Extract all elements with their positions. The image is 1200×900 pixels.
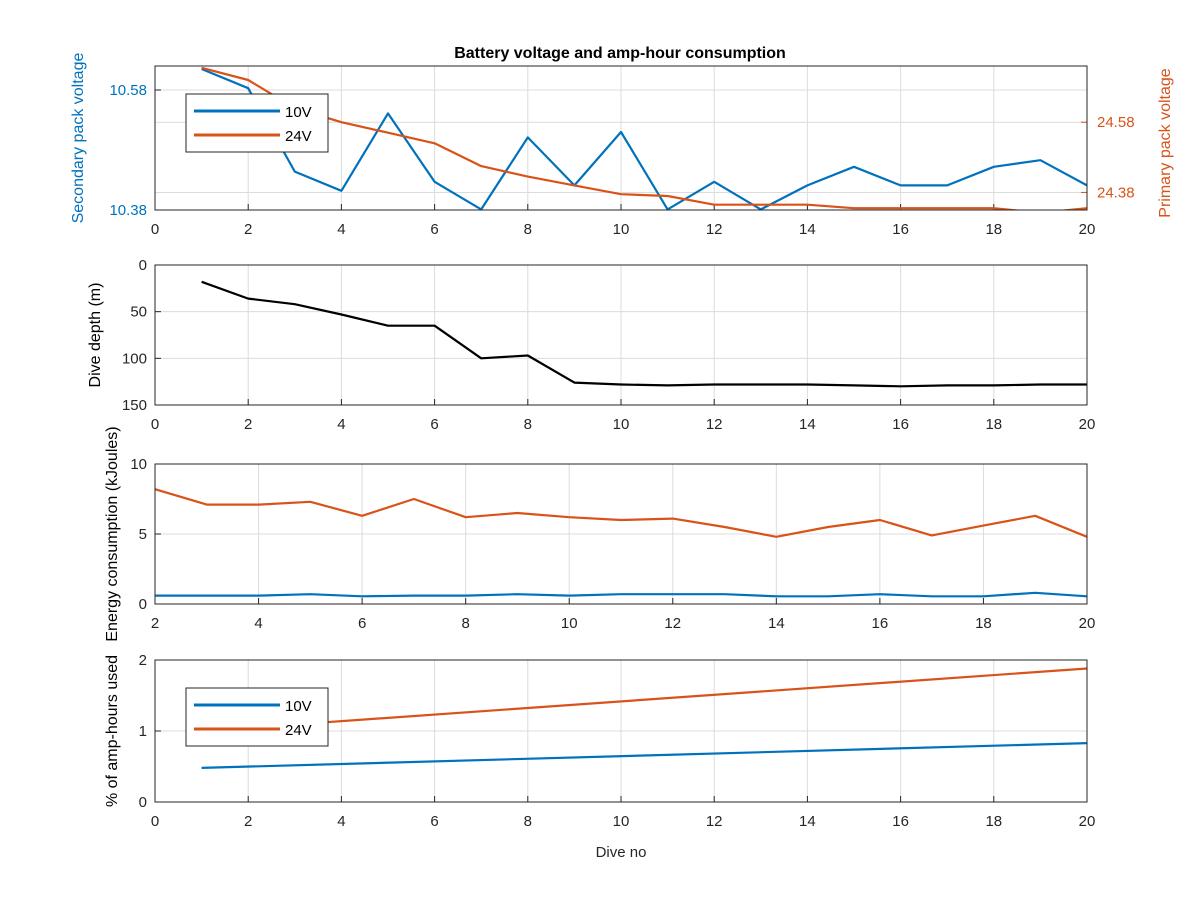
x-tick-label: 20: [1079, 416, 1096, 433]
y-tick-label: 1: [139, 723, 147, 740]
x-tick-label: 8: [461, 615, 469, 632]
y-tick-label: 100: [122, 350, 147, 367]
x-tick-label: 2: [244, 416, 252, 433]
y-tick-label: 2: [139, 652, 147, 669]
x-tick-label: 10: [561, 615, 578, 632]
y-tick-label: 50: [130, 304, 147, 321]
x-tick-label: 8: [524, 813, 532, 830]
x-tick-label: 10: [613, 416, 630, 433]
axes-box: [154, 463, 1088, 605]
y-tick-label: 10.38: [109, 202, 147, 219]
x-tick-label: 8: [524, 416, 532, 433]
y-tick-label: 5: [139, 526, 147, 543]
series-line-series-0: [155, 488, 1087, 538]
legend-box: [185, 93, 329, 153]
axes-box: [154, 264, 1088, 406]
y-axis-label: Secondary pack voltage: [70, 53, 87, 224]
energy-subplot: 2 4 6 8 10 12 14 16 18 20 0 5 10 Energy consumption (…: [104, 426, 1095, 641]
x-tick-label: 20: [1079, 615, 1096, 632]
x-tick-label: 2: [244, 813, 252, 830]
y-tick-label: 0: [139, 596, 147, 613]
x-tick-label: 16: [892, 813, 909, 830]
series-line-series-1: [155, 591, 1087, 598]
x-tick-label: 18: [985, 221, 1002, 238]
y-right-tick-label: 24.38: [1097, 184, 1135, 201]
series-line-10v: [201, 742, 1087, 769]
x-tick-label: 4: [337, 416, 345, 433]
series-group: [155, 488, 1087, 598]
legend-label-24v: 24V: [285, 722, 312, 739]
x-tick-label: 0: [151, 813, 159, 830]
legend-box: [185, 687, 329, 747]
x-tick-label: 10: [613, 221, 630, 238]
x-tick-label: 6: [430, 416, 438, 433]
x-tick-label: 12: [664, 615, 681, 632]
y-right-axis-label: Primary pack voltage: [1157, 68, 1174, 217]
x-tick-label: 4: [337, 221, 345, 238]
y-tick-label: 150: [122, 397, 147, 414]
y-tick-label: 0: [139, 257, 147, 274]
x-tick-label: 18: [985, 416, 1002, 433]
x-tick-label: 10: [613, 813, 630, 830]
voltage-subplot: 0 2 4 6 8 10 12 14 16 18 20 10.38 10.58 24.38 24.58 Sec…: [70, 53, 1174, 238]
y-tick-label: 10.58: [109, 82, 147, 99]
x-tick-label: 14: [799, 416, 816, 433]
x-tick-label: 2: [244, 221, 252, 238]
axes-box: [154, 659, 1088, 803]
x-tick-label: 4: [254, 615, 262, 632]
axes-box: [154, 65, 1088, 211]
x-tick-label: 20: [1079, 813, 1096, 830]
series-line-24v: [201, 667, 1087, 733]
y-tick-label: 10: [130, 456, 147, 473]
x-tick-label: 12: [706, 416, 723, 433]
x-tick-label: 16: [872, 615, 889, 632]
x-tick-label: 16: [892, 221, 909, 238]
series-group: [201, 280, 1087, 388]
series-line-10v: [201, 67, 1087, 210]
figure-title: Battery voltage and amp-hour consumption: [454, 45, 786, 62]
x-tick-label: 8: [524, 221, 532, 238]
x-tick-label: 0: [151, 221, 159, 238]
series-group: [201, 667, 1087, 769]
legend-label-10v: 10V: [285, 698, 312, 715]
y-axis-label: % of amp-hours used: [104, 655, 121, 807]
x-tick-label: 4: [337, 813, 345, 830]
x-tick-label: 20: [1079, 221, 1096, 238]
series-line-depth: [201, 280, 1087, 388]
y-tick-label: 0: [139, 794, 147, 811]
x-tick-label: 2: [151, 615, 159, 632]
x-tick-label: 0: [151, 416, 159, 433]
series-line-24v: [201, 66, 1087, 210]
x-axis-label: Dive no: [596, 844, 647, 861]
y-right-tick-label: 24.58: [1097, 114, 1135, 131]
x-tick-label: 6: [358, 615, 366, 632]
legend-label-10v: 10V: [285, 104, 312, 121]
y-axis-label: Dive depth (m): [87, 283, 104, 388]
dive-depth-subplot: 0 2 4 6 8 10 12 14 16 18 20 0 50 100 150 Dive depth (m): [87, 257, 1095, 433]
series-group: [201, 66, 1087, 210]
x-tick-label: 14: [768, 615, 785, 632]
x-tick-label: 18: [985, 813, 1002, 830]
y-axis-label: Energy consumption (kJoules): [104, 426, 121, 641]
x-tick-label: 6: [430, 813, 438, 830]
x-tick-label: 18: [975, 615, 992, 632]
x-tick-label: 6: [430, 221, 438, 238]
x-tick-label: 12: [706, 221, 723, 238]
legend-label-24v: 24V: [285, 128, 312, 145]
x-tick-label: 14: [799, 221, 816, 238]
x-tick-label: 16: [892, 416, 909, 433]
x-tick-label: 12: [706, 813, 723, 830]
x-tick-label: 14: [799, 813, 816, 830]
